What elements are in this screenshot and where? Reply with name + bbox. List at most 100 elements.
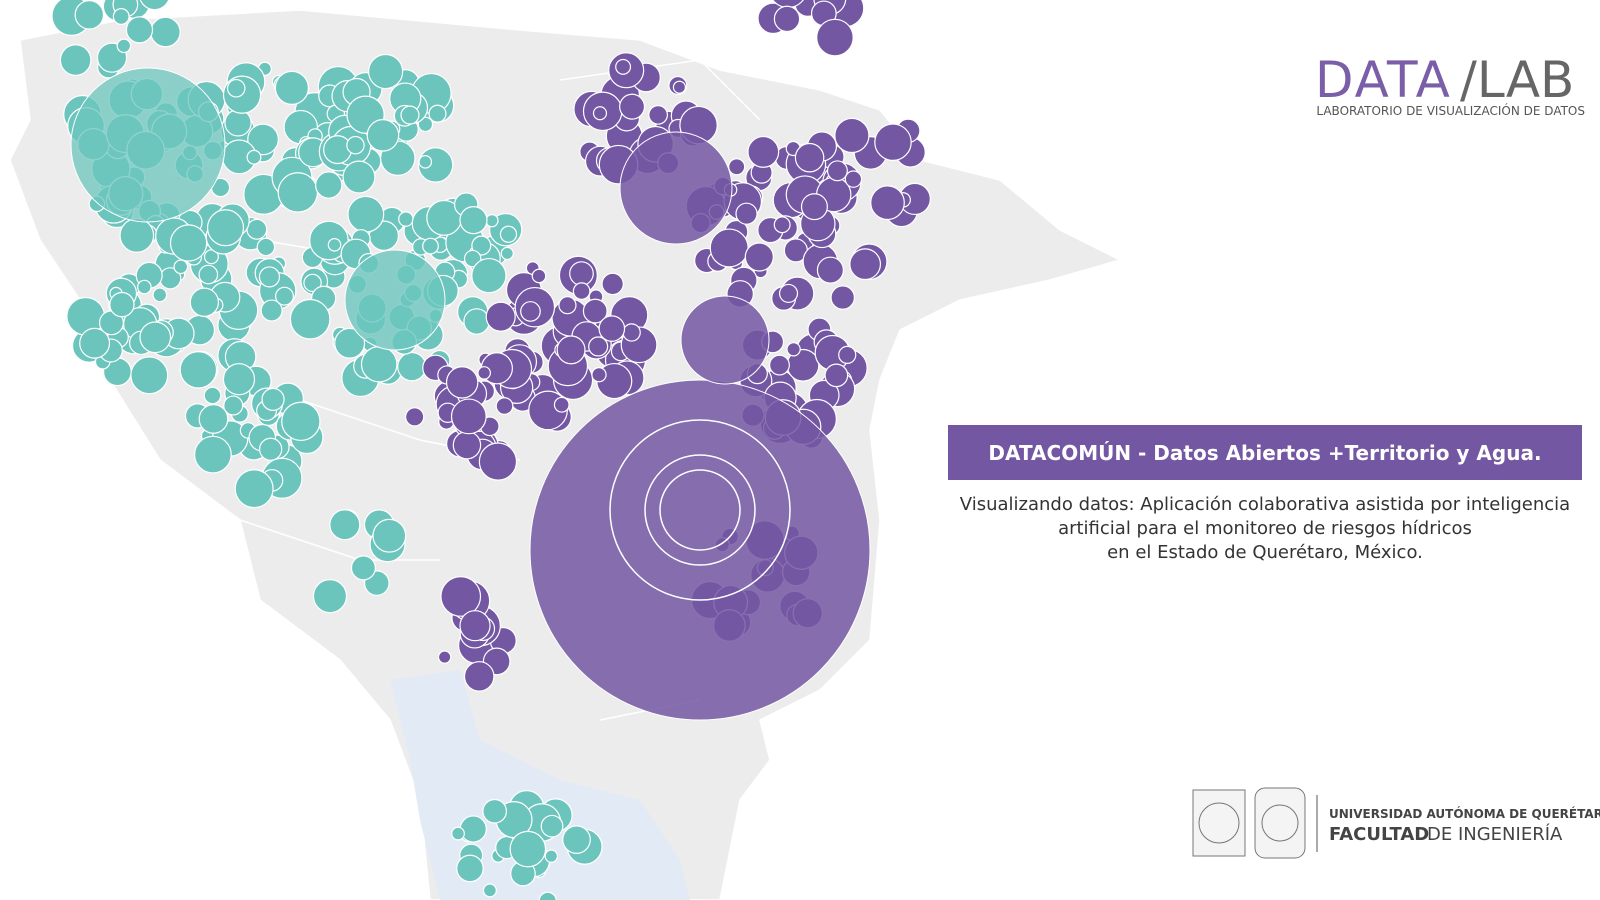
bubble <box>125 16 154 44</box>
bubble <box>418 154 433 169</box>
bubble <box>601 272 624 296</box>
bubble <box>360 345 398 383</box>
bubble <box>495 397 514 415</box>
bubble <box>569 261 594 286</box>
bubble <box>544 849 559 863</box>
bubble <box>558 296 577 315</box>
bubble <box>226 78 246 98</box>
bubble <box>198 404 229 434</box>
bubble <box>277 172 319 213</box>
bubble <box>334 327 366 359</box>
bubble <box>482 883 497 898</box>
seal <box>1192 789 1246 857</box>
bubble <box>179 351 218 389</box>
bubble <box>538 891 557 900</box>
bubble <box>246 149 262 165</box>
bubble <box>816 18 854 57</box>
bubble <box>778 283 799 303</box>
bubble <box>367 53 404 90</box>
bubble <box>592 106 608 121</box>
bubble <box>870 185 905 221</box>
bubble <box>572 282 591 300</box>
bubble <box>622 323 641 342</box>
bubble <box>463 308 490 335</box>
bubble <box>540 814 564 838</box>
bubble <box>260 299 283 322</box>
bubble <box>478 442 518 481</box>
bubble <box>130 356 169 395</box>
bubble <box>648 105 669 125</box>
logo: DATA /LAB LABORATORIO DE VISUALIZACIÓN D… <box>1315 51 1585 118</box>
bubble <box>747 135 780 168</box>
bubble <box>152 287 168 303</box>
bubble <box>463 661 495 692</box>
bubble <box>830 285 855 310</box>
bubble <box>303 273 322 293</box>
bubble <box>773 216 791 234</box>
bubble <box>346 135 365 155</box>
bubble <box>556 335 586 365</box>
bubble <box>849 248 882 281</box>
bubble <box>744 242 774 272</box>
bubble <box>206 209 245 247</box>
bubble <box>794 142 825 173</box>
bubble <box>150 16 181 48</box>
bubble <box>247 123 279 156</box>
bubble <box>323 135 353 165</box>
bubble <box>422 237 439 255</box>
footer-logos: UNIVERSIDAD AUTÓNOMA DE QUERÉTARO FACULT… <box>1192 787 1600 859</box>
bubble <box>79 327 111 359</box>
bubble <box>437 650 452 664</box>
bubble <box>619 93 646 120</box>
bubble <box>222 363 256 396</box>
bubble <box>398 211 414 227</box>
bubble <box>193 435 232 474</box>
logo-subtitle: LABORATORIO DE VISUALIZACIÓN DE DATOS <box>1316 103 1585 118</box>
bubble <box>109 291 135 318</box>
bubble <box>834 117 870 154</box>
bubble <box>459 206 488 235</box>
description-line: Visualizando datos: Aplicación colaborat… <box>960 494 1570 515</box>
logo-data: DATA <box>1315 51 1452 109</box>
bubble <box>198 264 219 285</box>
bubble <box>562 825 591 854</box>
bubble <box>74 0 105 30</box>
bubble <box>312 579 348 614</box>
seal <box>1254 787 1306 859</box>
bubble <box>224 109 252 137</box>
bubble <box>531 268 547 284</box>
bubble <box>137 279 152 295</box>
bubble <box>482 798 508 824</box>
bubble <box>500 246 514 261</box>
bubble <box>844 170 863 188</box>
bubble <box>824 363 849 388</box>
bubble <box>289 298 331 340</box>
bubble <box>417 116 434 133</box>
bubble <box>874 123 912 161</box>
bubble <box>520 301 541 322</box>
bubble <box>615 58 632 75</box>
bubble <box>372 518 407 553</box>
big-circles <box>70 67 871 721</box>
bubble <box>456 854 484 883</box>
bubble <box>258 437 283 461</box>
bubble <box>173 259 189 275</box>
bubble <box>485 213 499 228</box>
bubble <box>735 202 758 225</box>
bubble <box>256 237 276 257</box>
bubble <box>463 249 482 268</box>
bubble <box>169 224 208 262</box>
bubble <box>471 235 492 256</box>
bubble <box>405 407 425 427</box>
bubble <box>119 218 155 253</box>
bubble <box>582 298 608 324</box>
bubble <box>598 315 626 342</box>
bubble <box>459 815 487 843</box>
bubble <box>203 386 222 405</box>
bubble <box>234 469 274 509</box>
banner <box>948 425 1582 480</box>
bubble <box>275 286 294 306</box>
university: UNIVERSIDAD AUTÓNOMA DE QUERÉTARO <box>1329 806 1600 821</box>
bubble <box>274 70 310 106</box>
description-line: artificial para el monitoreo de riesgos … <box>1058 518 1472 539</box>
